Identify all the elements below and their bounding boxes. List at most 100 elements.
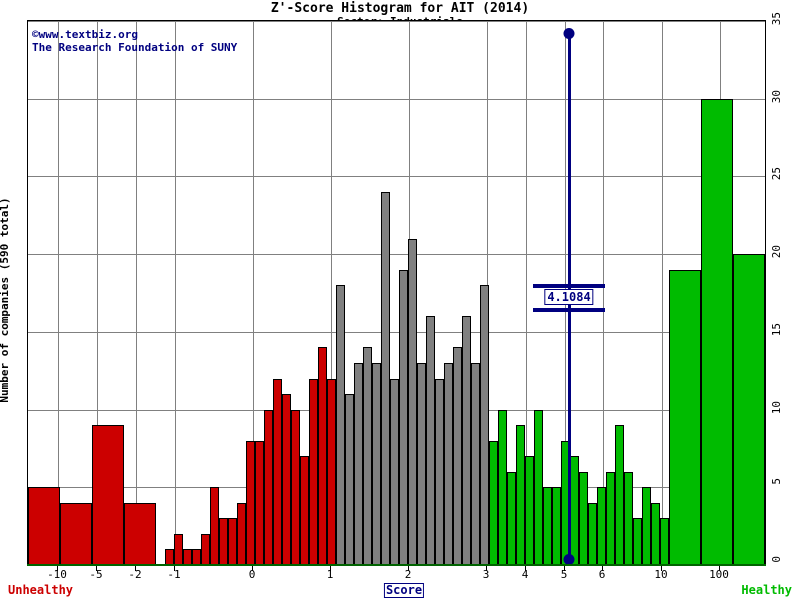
histogram-bar [669,269,702,565]
unhealthy-label: Unhealthy [8,583,74,597]
histogram-bar [345,394,355,565]
histogram-bar [327,378,337,565]
histogram-bar [606,471,616,565]
histogram-bar [588,502,598,565]
gridline-vertical [58,21,59,565]
histogram-bar [701,98,734,565]
histogram-bar [399,269,409,565]
histogram-bar [733,254,765,565]
gridline-horizontal [28,331,765,333]
x-tick-label: 6 [598,568,606,581]
histogram-bar [471,362,481,565]
marker-value-label: 4.1084 [544,289,594,306]
histogram-bar [426,316,436,565]
histogram-bar [123,502,156,565]
histogram-bar [525,456,535,565]
healthy-label: Healthy [741,583,792,597]
x-tick-mark [135,566,136,571]
histogram-bar [309,378,319,565]
y-tick-label: 20 [770,245,783,259]
y-tick-label: 0 [770,556,783,563]
gridline-horizontal [28,21,765,22]
histogram-bar [264,409,274,565]
gridline-vertical [331,21,332,565]
y-axis-label: Number of companies (590 total) [0,197,11,403]
x-tick-label: 5 [560,568,568,581]
histogram-bar [570,456,580,565]
x-tick-label: -10 [47,568,67,581]
x-tick-label: -1 [167,568,181,581]
histogram-bar [300,456,310,565]
histogram-bar [273,378,283,565]
baseline-axis [27,564,766,566]
gridline-vertical [603,21,604,565]
marker-bracket [533,284,605,289]
histogram-bar [336,285,346,565]
histogram-bar [516,425,526,565]
plot-area: 4.1084 [27,20,766,566]
histogram-bar [59,502,92,565]
gridline-vertical [136,21,137,565]
watermark-site: ©www.textbiz.org [32,28,138,41]
histogram-bar [390,378,400,565]
marker-bracket [533,308,605,313]
histogram-bar [660,518,670,565]
histogram-bar [255,440,265,565]
x-tick-mark [486,566,487,571]
x-tick-mark [719,566,720,571]
histogram-bar [615,425,625,565]
x-tick-mark [252,566,253,571]
marker-bottom-dot [563,553,575,565]
y-tick-label: 5 [770,478,783,485]
x-tick-label: 10 [654,568,668,581]
histogram-bar [633,518,643,565]
x-tick-mark [96,566,97,571]
y-tick-label: 15 [770,322,783,337]
x-tick-mark [330,566,331,571]
histogram-bar [453,347,463,565]
histogram-bar [543,487,553,565]
histogram-bar [210,487,220,565]
y-tick-label: 10 [770,400,783,414]
histogram-bar [165,549,175,565]
histogram-bar [219,518,229,565]
histogram-bar [282,394,292,565]
histogram-bar [91,425,124,565]
histogram-bar [28,487,60,565]
x-tick-mark [525,566,526,571]
histogram-bar [318,347,328,565]
histogram-bar [498,409,508,565]
histogram-bar [444,362,454,565]
histogram-bar [462,316,472,565]
histogram-bar [489,440,499,565]
histogram-bar [534,409,544,565]
x-tick-label: 2 [404,568,412,581]
x-tick-label: -5 [89,568,103,581]
x-tick-mark [408,566,409,571]
histogram-bar [552,487,562,565]
histogram-bars [28,21,765,565]
x-tick-mark [57,566,58,571]
histogram-bar [201,533,211,565]
gridline-horizontal [28,98,765,100]
histogram-bar [651,502,661,565]
histogram-bar [642,487,652,565]
histogram-bar [372,362,382,565]
histogram-bar [183,549,193,565]
x-tick-label: 4 [521,568,529,581]
x-tick-label: -2 [128,568,142,581]
histogram-bar [174,533,184,565]
x-tick-mark [602,566,603,571]
histogram-bar [507,471,517,565]
y-tick-label: 25 [770,167,783,181]
x-tick-label: 0 [248,568,256,581]
histogram-bar [408,238,418,565]
x-tick-mark [564,566,565,571]
histogram-bar [480,285,490,565]
x-tick-label: 1 [326,568,334,581]
histogram-bar [579,471,589,565]
histogram-bar [354,362,364,565]
histogram-bar [246,440,256,565]
x-tick-mark [174,566,175,571]
watermark-org: The Research Foundation of SUNY [32,41,238,54]
